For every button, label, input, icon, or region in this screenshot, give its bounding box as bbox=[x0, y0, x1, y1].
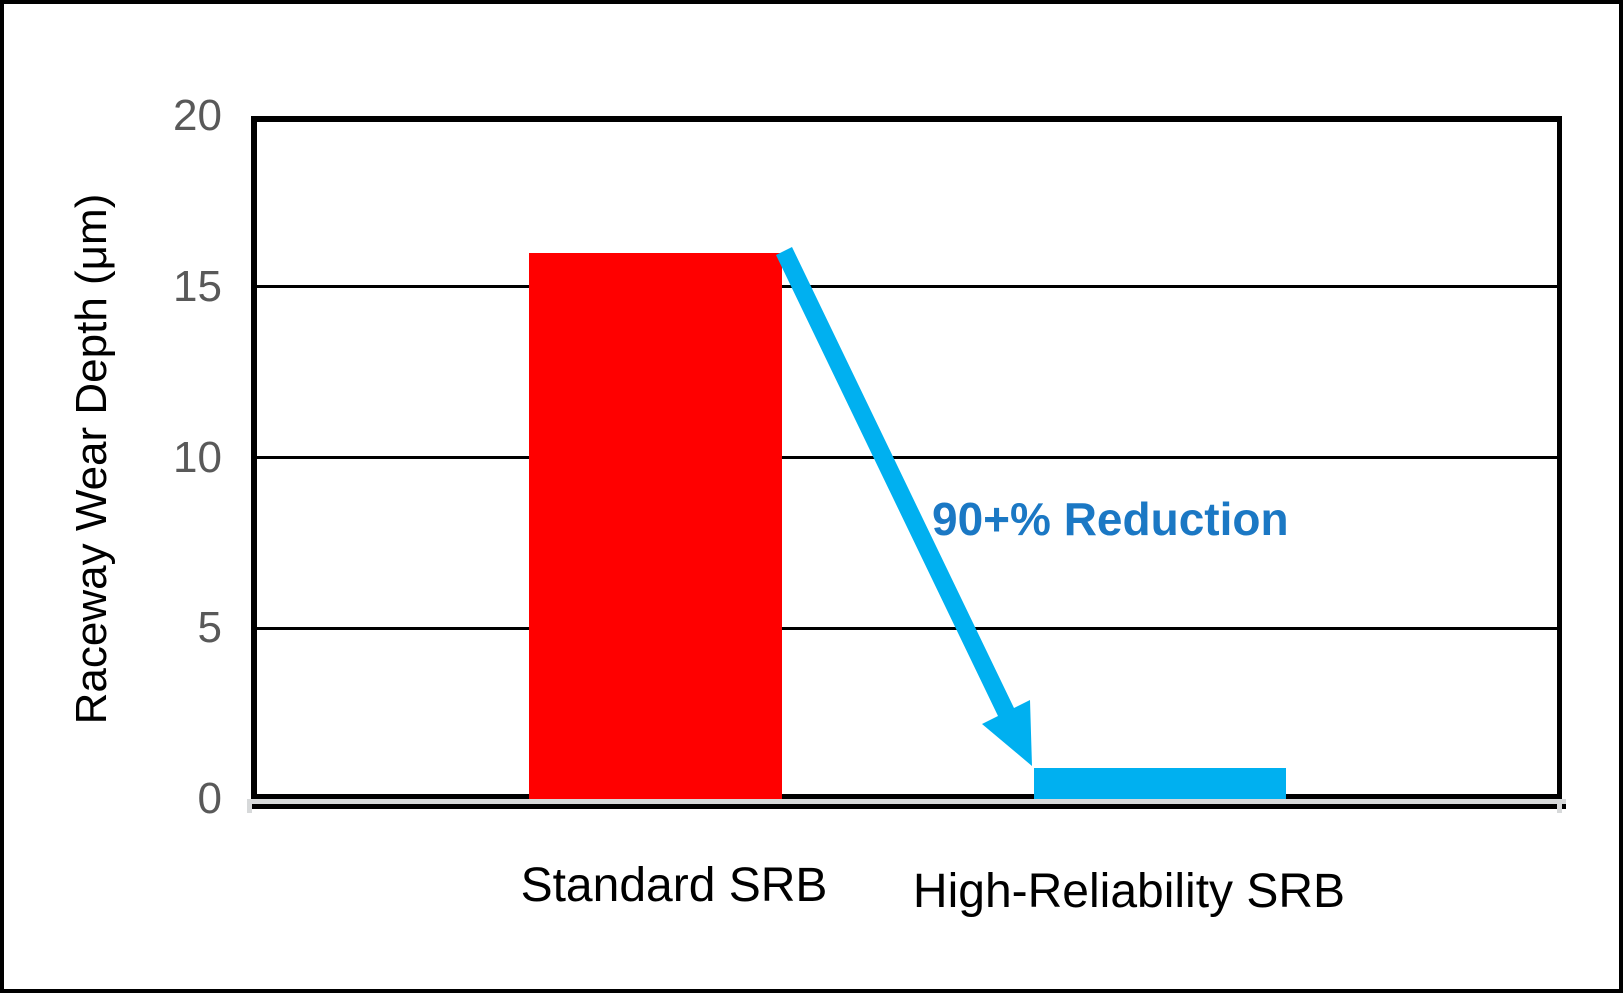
x-category-label-high-reliability-srb: High-Reliability SRB bbox=[912, 865, 1346, 918]
y-axis-title: Raceway Wear Depth (μm) bbox=[67, 193, 116, 725]
y-tick-label-5: 5 bbox=[197, 603, 222, 653]
annotation-text: 90+% Reduction bbox=[932, 493, 1289, 545]
y-tick-label-20: 20 bbox=[173, 91, 222, 140]
gridline-y-10 bbox=[254, 456, 1560, 459]
y-tick-label-10: 10 bbox=[173, 432, 222, 482]
axis-end-tick-right bbox=[1557, 799, 1562, 813]
y-tick-label-15: 15 bbox=[173, 261, 222, 311]
gridline-y-5 bbox=[254, 626, 1560, 630]
axis-shadow-line bbox=[247, 799, 1566, 804]
y-tick-label-0: 0 bbox=[197, 774, 222, 823]
category-axis-line bbox=[247, 804, 1566, 809]
gridline-y-15 bbox=[254, 285, 1560, 289]
x-category-label-standard-srb: Standard SRB bbox=[520, 859, 828, 912]
bar-high-reliability-srb bbox=[1034, 768, 1286, 801]
axis-end-tick-left bbox=[247, 799, 252, 813]
bar-standard-srb bbox=[529, 252, 782, 801]
